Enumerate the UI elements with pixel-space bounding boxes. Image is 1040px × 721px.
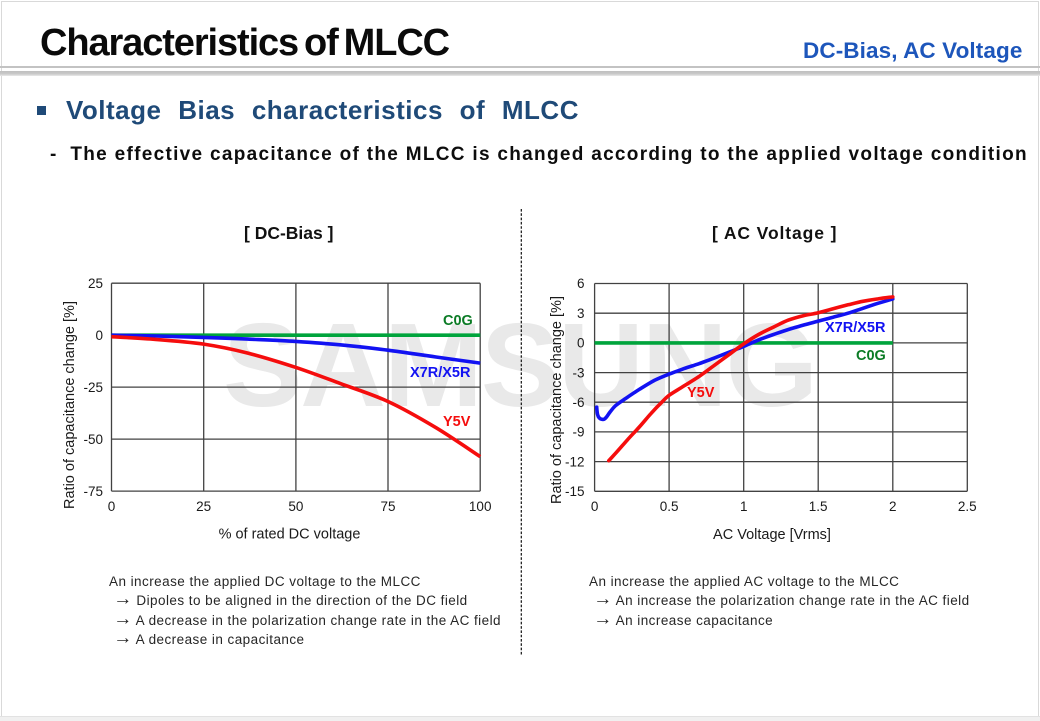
svg-text:0: 0 <box>108 499 116 514</box>
svg-text:-3: -3 <box>572 365 584 380</box>
svg-text:C0G: C0G <box>443 313 473 329</box>
svg-text:Ratio of capacitance change [%: Ratio of capacitance change [%] <box>549 296 565 504</box>
svg-text:-25: -25 <box>83 380 103 395</box>
svg-text:0.5: 0.5 <box>660 499 679 514</box>
svg-text:0: 0 <box>95 328 103 343</box>
svg-text:C0G: C0G <box>856 348 886 364</box>
svg-text:Y5V: Y5V <box>687 385 715 401</box>
svg-text:X7R/X5R: X7R/X5R <box>825 320 886 336</box>
svg-text:% of rated DC voltage: % of rated DC voltage <box>219 527 361 543</box>
svg-text:1.5: 1.5 <box>809 499 828 514</box>
svg-text:75: 75 <box>380 499 395 514</box>
svg-text:3: 3 <box>577 306 585 321</box>
svg-text:AC Voltage [Vrms]: AC Voltage [Vrms] <box>713 527 831 543</box>
svg-text:-6: -6 <box>572 395 584 410</box>
svg-text:50: 50 <box>288 499 303 514</box>
svg-text:-9: -9 <box>572 425 584 440</box>
svg-text:0: 0 <box>577 336 585 351</box>
svg-text:25: 25 <box>88 276 103 291</box>
svg-text:-12: -12 <box>565 454 585 469</box>
svg-text:X7R/X5R: X7R/X5R <box>410 365 471 381</box>
svg-text:Ratio of capacitance change [%: Ratio of capacitance change [%] <box>62 301 78 509</box>
svg-text:Y5V: Y5V <box>443 414 471 430</box>
svg-text:1: 1 <box>740 499 748 514</box>
svg-text:25: 25 <box>196 499 211 514</box>
svg-text:-75: -75 <box>83 484 103 499</box>
svg-text:-50: -50 <box>83 432 103 447</box>
svg-text:100: 100 <box>469 499 492 514</box>
svg-text:0: 0 <box>591 499 599 514</box>
svg-text:6: 6 <box>577 276 585 291</box>
svg-text:2.5: 2.5 <box>958 499 977 514</box>
svg-text:2: 2 <box>889 499 897 514</box>
svg-text:-15: -15 <box>565 484 585 499</box>
